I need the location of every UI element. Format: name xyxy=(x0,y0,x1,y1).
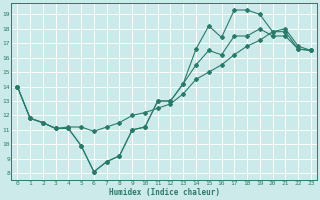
X-axis label: Humidex (Indice chaleur): Humidex (Indice chaleur) xyxy=(108,188,220,197)
